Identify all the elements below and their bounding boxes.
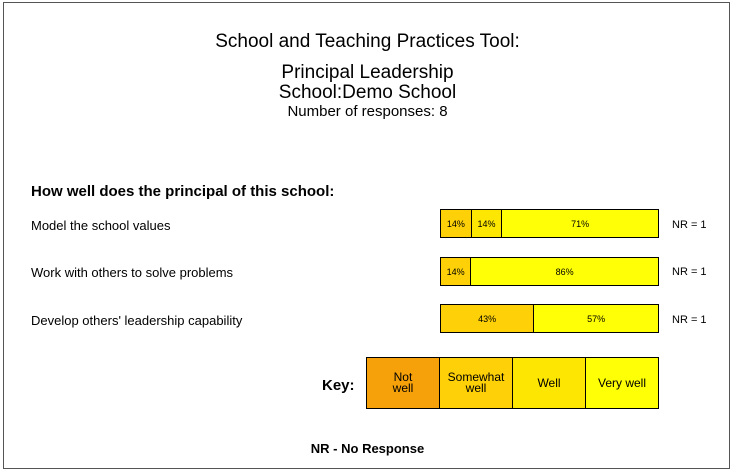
row-label: Model the school values (31, 218, 171, 233)
row-label: Develop others' leadership capability (31, 313, 243, 328)
bar-segment: 86% (471, 258, 658, 285)
bar-segment: 57% (534, 305, 658, 332)
school-name: School:Demo School (278, 82, 457, 103)
stacked-bar: 14% 86% (440, 257, 659, 286)
color-key: Not well Somewhat well Well Very well (366, 357, 659, 409)
key-item: Very well (586, 358, 658, 408)
key-item: Well (513, 358, 586, 408)
report-frame (3, 2, 730, 469)
bar-segment: 14% (441, 210, 472, 237)
key-item: Somewhat well (440, 358, 513, 408)
report-subtitle: Principal Leadership (281, 62, 454, 83)
stacked-bar: 14% 14% 71% (440, 209, 659, 238)
response-count: Number of responses: 8 (287, 103, 448, 120)
no-response-count: NR = 1 (672, 219, 707, 231)
report-title: School and Teaching Practices Tool: (215, 31, 520, 52)
no-response-count: NR = 1 (672, 314, 707, 326)
question-heading: How well does the principal of this scho… (31, 183, 335, 200)
key-label: Key: (322, 377, 355, 394)
bar-segment: 43% (441, 305, 535, 332)
key-item: Not well (367, 358, 440, 408)
footer-note: NR - No Response (310, 441, 425, 456)
bar-segment: 14% (471, 210, 503, 237)
bar-segment: 14% (441, 258, 472, 285)
bar-segment: 71% (502, 210, 658, 237)
no-response-count: NR = 1 (672, 266, 707, 278)
stacked-bar: 43% 57% (440, 304, 659, 333)
row-label: Work with others to solve problems (31, 265, 234, 280)
